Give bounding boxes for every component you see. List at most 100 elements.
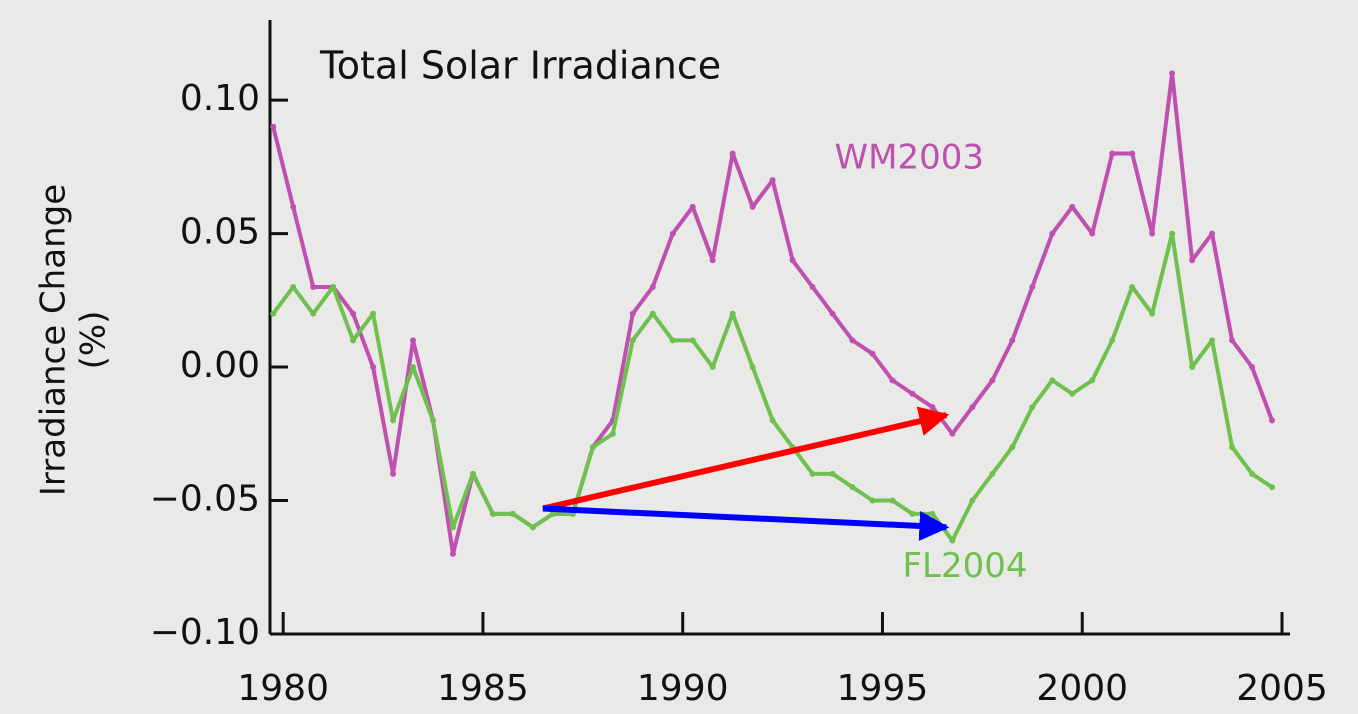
data-point [1029,404,1036,411]
data-point [390,470,397,477]
data-point [410,337,417,344]
data-point [749,203,756,210]
arrow [542,406,950,512]
data-point [729,150,736,157]
data-point [769,177,776,184]
data-point [1089,377,1096,384]
data-point [1129,283,1136,290]
data-point [270,123,277,130]
data-point [709,364,716,371]
data-point [1269,484,1276,491]
data-point [350,337,357,344]
y-tick-label: 0.05 [180,212,260,253]
data-point [869,497,876,504]
data-point [1089,230,1096,237]
data-point [789,257,796,264]
data-point [629,337,636,344]
data-point [669,337,676,344]
data-point [629,310,636,317]
data-point [829,310,836,317]
data-point [689,337,696,344]
data-point [869,350,876,357]
y-tick-label: −0.10 [150,612,260,653]
data-point [1269,417,1276,424]
data-point [949,430,956,437]
data-point [489,510,496,517]
data-point [909,390,916,397]
chart-title: Total Solar Irradiance [319,44,721,88]
data-point [969,497,976,504]
data-point [969,404,976,411]
data-point [1009,444,1016,451]
data-point [689,203,696,210]
data-point [1149,310,1156,317]
data-point [649,310,656,317]
data-point [370,310,377,317]
data-point [1189,364,1196,371]
data-point [410,364,417,371]
data-point [449,550,456,557]
y-tick-label: 0.00 [180,345,260,386]
data-point [709,257,716,264]
data-point [1129,150,1136,157]
data-point [729,310,736,317]
data-point [1209,337,1216,344]
data-point [1069,203,1076,210]
data-point [390,417,397,424]
data-point [1229,444,1236,451]
data-point [1109,150,1116,157]
data-point [1009,337,1016,344]
series-label: WM2003 [835,137,984,177]
data-point [449,524,456,531]
data-point [509,510,516,517]
data-point [609,430,616,437]
data-point [849,484,856,491]
x-tick-label: 1990 [637,668,729,709]
data-point [1049,377,1056,384]
x-tick-label: 1995 [837,668,929,709]
y-tick-label: −0.05 [150,479,260,520]
data-point [889,377,896,384]
data-point [829,470,836,477]
data-point [889,497,896,504]
data-point [849,337,856,344]
data-point [669,230,676,237]
y-axis-label: Irradiance Change [34,184,74,496]
data-point [809,470,816,477]
data-point [989,377,996,384]
data-point [949,537,956,544]
data-point [310,283,317,290]
data-point [749,364,756,371]
data-point [1149,230,1156,237]
data-point [1169,230,1176,237]
data-point [469,470,476,477]
x-tick-label: 2000 [1036,668,1128,709]
data-point [1209,230,1216,237]
data-point [529,524,536,531]
data-point [929,510,936,517]
data-point [649,283,656,290]
data-point [270,310,277,317]
data-point [310,310,317,317]
data-point [430,417,437,424]
x-tick-label: 2005 [1236,668,1328,709]
y-axis-label: (%) [74,311,114,370]
data-point [589,444,596,451]
series-label: FL2004 [902,546,1027,586]
data-point [1249,364,1256,371]
data-point [350,310,357,317]
data-point [1029,283,1036,290]
data-point [1109,337,1116,344]
data-point [549,510,556,517]
data-point [1189,257,1196,264]
x-tick-label: 1985 [437,668,529,709]
data-point [1229,337,1236,344]
data-point [1169,70,1176,77]
data-point [330,283,337,290]
data-point [909,510,916,517]
arrow [542,505,950,541]
data-point [929,404,936,411]
data-point [1069,390,1076,397]
data-point [290,283,297,290]
